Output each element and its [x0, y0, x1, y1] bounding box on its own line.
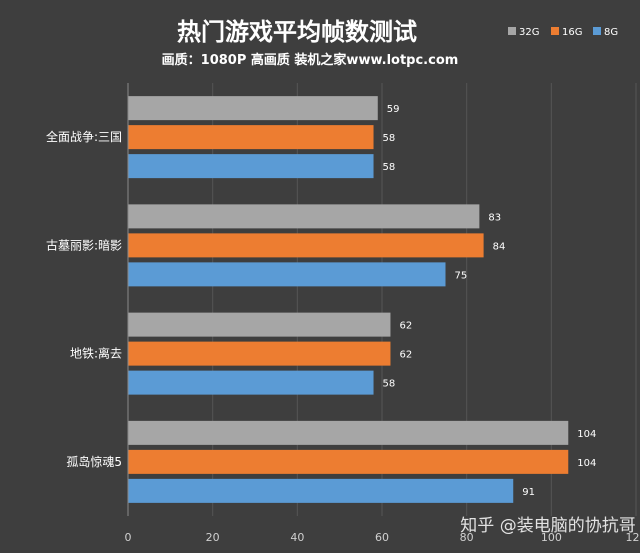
legend-swatch: [551, 27, 559, 35]
bar: [128, 262, 446, 287]
category-label: 孤岛惊魂5: [66, 454, 122, 469]
watermark-text: 知乎 @装电脑的协抗哥: [460, 516, 635, 536]
value-axis: 0 20 40 60 80 100 120: [125, 531, 640, 544]
category-label: 古墓丽影:暗影: [46, 237, 122, 252]
x-tick-label: 120: [626, 531, 640, 544]
bar: [128, 312, 391, 337]
bar: [128, 125, 374, 150]
legend-swatch: [508, 27, 516, 35]
bar: [128, 341, 391, 366]
x-tick-label: 80: [460, 531, 474, 544]
x-tick-label: 100: [541, 531, 562, 544]
data-label: 104: [577, 429, 596, 440]
data-label: 75: [455, 270, 468, 281]
x-tick-label: 20: [206, 531, 220, 544]
category-label: 地铁:离去: [70, 346, 122, 361]
legend-label: 8G: [604, 27, 618, 38]
data-label: 58: [383, 133, 396, 144]
bar: [128, 154, 374, 179]
bars: 59 58 58 83 84 75 62 62 58 104 104 91: [128, 96, 596, 503]
legend-swatch: [593, 27, 601, 35]
data-label: 58: [383, 162, 396, 173]
x-tick-label: 60: [375, 531, 389, 544]
legend: 32G 16G 8G: [508, 27, 618, 38]
data-label: 83: [488, 212, 501, 223]
bar: [128, 204, 480, 229]
data-label: 59: [387, 104, 400, 115]
legend-label: 32G: [519, 27, 539, 38]
x-tick-label: 0: [125, 531, 132, 544]
legend-label: 16G: [562, 27, 582, 38]
data-label: 58: [383, 379, 396, 390]
category-label: 全面战争:三国: [46, 129, 122, 144]
chart-title: 热门游戏平均帧数测试: [177, 18, 417, 46]
data-label: 62: [399, 350, 412, 361]
data-label: 84: [493, 241, 506, 252]
data-label: 62: [399, 321, 412, 332]
bar: [128, 96, 378, 121]
data-label: 91: [522, 487, 535, 498]
bar: [128, 478, 514, 503]
bar: [128, 449, 569, 474]
bar: [128, 370, 374, 395]
data-label: 104: [577, 458, 596, 469]
bar: [128, 420, 569, 445]
x-tick-label: 40: [290, 531, 304, 544]
chart-subtitle: 画质：1080P 高画质 装机之家www.lotpc.com: [162, 52, 459, 68]
bar: [128, 233, 484, 258]
